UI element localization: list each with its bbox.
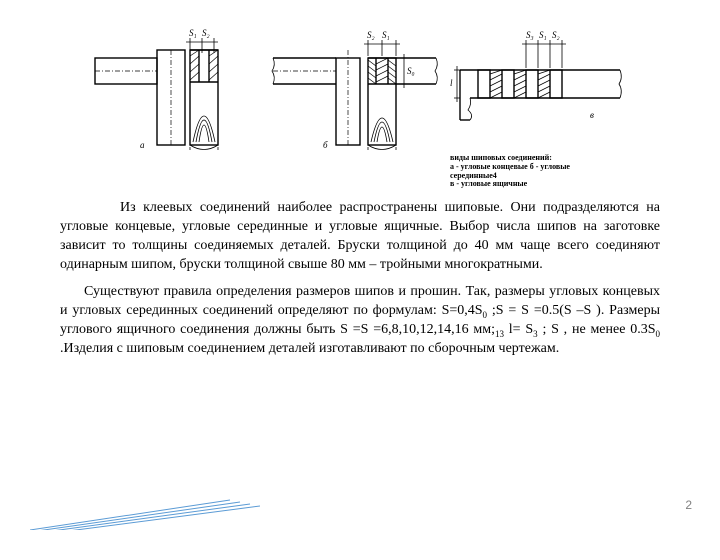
dim-s1-a: S₁ — [189, 28, 197, 38]
label-b: б — [323, 140, 328, 150]
label-a: а — [140, 140, 145, 150]
paragraph-2: Существуют правила определения размеров … — [60, 283, 660, 359]
paragraph-1: Из клеевых соединений наиболее распростр… — [60, 199, 660, 275]
fingers — [478, 70, 562, 98]
dim-s2-c: S₂ — [552, 30, 560, 40]
page-number: 2 — [685, 498, 692, 512]
dim-s1-c: S₁ — [539, 30, 547, 40]
diagram-b: S₂ S₁ S₀ S₀ б — [268, 20, 443, 150]
decorative-lines — [30, 490, 260, 530]
caption-line4: в - угловые ящичные — [450, 180, 610, 189]
figure-caption: виды шиповых соединений: а - угловые кон… — [450, 154, 610, 189]
dim-s1-b: S₁ — [382, 30, 390, 40]
dim-l-c: l — [450, 78, 453, 88]
dim-s2-a: S₂ — [202, 28, 210, 38]
dim-s0-b-side: S₀ — [407, 66, 415, 76]
label-c: в — [590, 110, 594, 120]
figure-area: S₁ S₂ — [90, 20, 630, 189]
diagram-c: S₃ S₁ S₂ l в виды шиповых соединений: а … — [450, 20, 630, 189]
dim-s2-b: S₂ — [367, 30, 375, 40]
dim-s3-c: S₃ — [526, 30, 534, 40]
diagram-a: S₁ S₂ — [90, 20, 260, 150]
